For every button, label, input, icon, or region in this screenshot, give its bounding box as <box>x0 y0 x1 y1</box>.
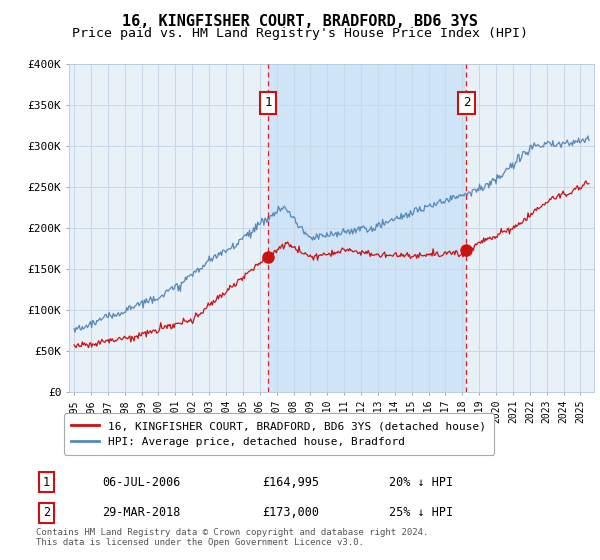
Text: £164,995: £164,995 <box>262 476 319 489</box>
Bar <box>268 64 466 392</box>
Text: £173,000: £173,000 <box>262 506 319 519</box>
Text: 1: 1 <box>265 96 272 109</box>
Text: 16, KINGFISHER COURT, BRADFORD, BD6 3YS: 16, KINGFISHER COURT, BRADFORD, BD6 3YS <box>122 14 478 29</box>
Text: 25% ↓ HPI: 25% ↓ HPI <box>389 506 453 519</box>
Text: 06-JUL-2006: 06-JUL-2006 <box>102 476 180 489</box>
Text: 2: 2 <box>463 96 470 109</box>
Text: 29-MAR-2018: 29-MAR-2018 <box>102 506 180 519</box>
Text: 2: 2 <box>43 506 50 519</box>
Text: Contains HM Land Registry data © Crown copyright and database right 2024.
This d: Contains HM Land Registry data © Crown c… <box>35 528 428 547</box>
Text: 1: 1 <box>43 476 50 489</box>
Legend: 16, KINGFISHER COURT, BRADFORD, BD6 3YS (detached house), HPI: Average price, de: 16, KINGFISHER COURT, BRADFORD, BD6 3YS … <box>64 413 494 455</box>
Text: 20% ↓ HPI: 20% ↓ HPI <box>389 476 453 489</box>
Text: Price paid vs. HM Land Registry's House Price Index (HPI): Price paid vs. HM Land Registry's House … <box>72 27 528 40</box>
